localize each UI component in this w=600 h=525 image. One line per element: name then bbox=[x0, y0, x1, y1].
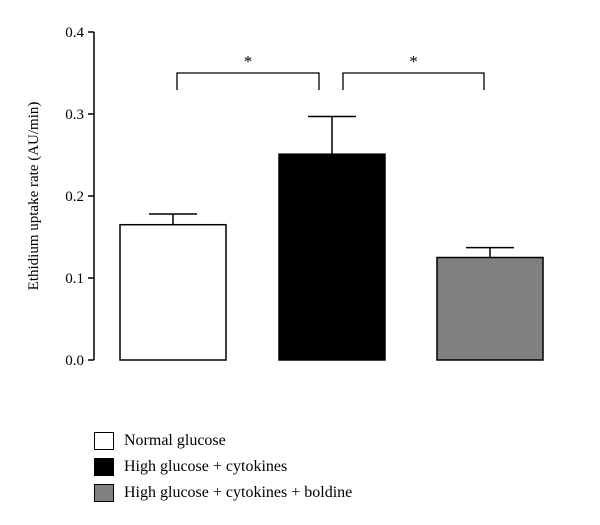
legend-item: High glucose + cytokines + boldine bbox=[94, 480, 352, 506]
significance-bracket bbox=[176, 72, 320, 90]
bar bbox=[436, 256, 544, 361]
y-ticks: 0.0 0.1 0.2 0.3 0.4 bbox=[65, 25, 94, 369]
legend-swatch bbox=[94, 458, 114, 476]
legend-label: High glucose + cytokines + boldine bbox=[124, 484, 353, 501]
significance-label: * bbox=[409, 52, 418, 71]
bar bbox=[278, 153, 386, 361]
bar-chart: 0.00.10.20.30.4 * * Ethidium uptake rate … bbox=[26, 25, 544, 369]
significance-bracket bbox=[342, 72, 485, 90]
significance-brackets: * * bbox=[176, 52, 485, 90]
y-tick-label: 0.3 bbox=[65, 107, 84, 123]
legend-label: Normal glucose bbox=[124, 432, 226, 449]
legend-item: High glucose + cytokines bbox=[94, 454, 352, 480]
bars bbox=[119, 115, 544, 361]
y-tick-label: 0.4 bbox=[65, 25, 84, 41]
y-tick-label: 0.2 bbox=[65, 189, 84, 205]
legend-item: Normal glucose bbox=[94, 428, 352, 454]
bar bbox=[119, 223, 227, 361]
y-tick-label: 0.1 bbox=[65, 271, 84, 287]
legend-label: High glucose + cytokines bbox=[124, 458, 288, 475]
legend-swatch bbox=[94, 484, 114, 502]
y-tick-label: 0.0 bbox=[65, 353, 84, 369]
significance-label: * bbox=[244, 52, 253, 71]
y-axis-title: Ethidium uptake rate (AU/min) bbox=[26, 102, 42, 291]
legend-swatch bbox=[94, 432, 114, 450]
legend: Normal glucose High glucose + cytokines Hi… bbox=[94, 428, 352, 506]
